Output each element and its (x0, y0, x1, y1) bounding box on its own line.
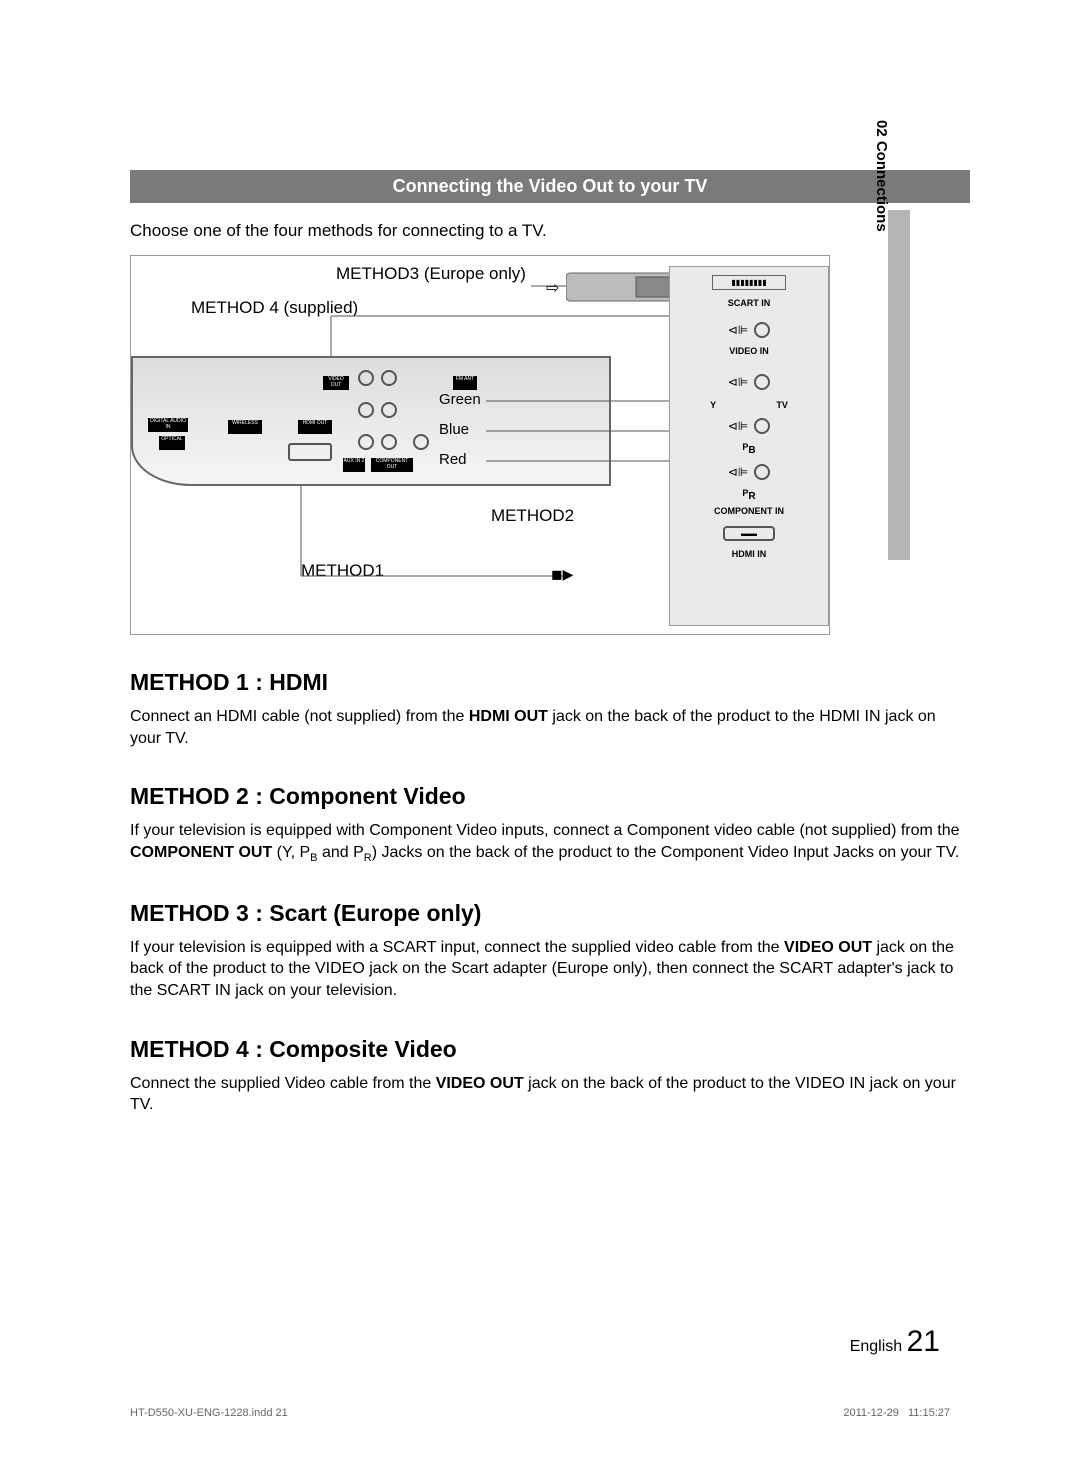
thumb-index-bar (888, 210, 910, 560)
tv-component-in-label: COMPONENT IN (670, 506, 828, 516)
label-red: Red (439, 451, 467, 468)
device-rear-panel: VIDEO OUT DIGITAL AUDIO IN OPTICAL WIREL… (131, 356, 611, 486)
intro-text: Choose one of the four methods for conne… (130, 221, 970, 241)
tv-y-label: Y (710, 400, 716, 410)
method2-label: METHOD2 (491, 506, 574, 526)
method3-text: If your television is equipped with a SC… (130, 937, 970, 1002)
scart-adapter-icon (566, 268, 686, 308)
port-fm-ant: FM ANT (453, 376, 477, 390)
tv-tv-label: TV (776, 400, 788, 410)
tv-video-in-label: VIDEO IN (670, 346, 828, 356)
port-component-out: COMPONENT OUT (371, 458, 413, 472)
port-aux-in2: AUX IN 2 (343, 458, 365, 472)
method2-title: METHOD 2 : Component Video (130, 783, 970, 810)
connection-diagram: METHOD3 (Europe only) METHOD 4 (supplied… (130, 255, 830, 635)
port-video-out: VIDEO OUT (323, 376, 349, 390)
tv-input-panel: ▮▮▮▮▮▮▮▮ SCART IN ⊲⊫ VIDEO IN ⊲⊫ Y TV ⊲⊫… (669, 266, 829, 626)
method1-text: Connect an HDMI cable (not supplied) fro… (130, 706, 970, 749)
page-number: English 21 (850, 1325, 940, 1359)
port-hdmi-out: HDMI OUT (298, 420, 332, 434)
method1-title: METHOD 1 : HDMI (130, 669, 970, 696)
plug-icon: ⇨ (546, 278, 559, 298)
port-digital-audio-in: DIGITAL AUDIO IN (148, 418, 188, 432)
indd-filename: HT-D550-XU-ENG-1228.indd 21 (130, 1407, 288, 1419)
method1-label: METHOD1 (301, 561, 384, 581)
tv-hdmi-in-label: HDMI IN (670, 549, 828, 559)
print-footer: HT-D550-XU-ENG-1228.indd 21 2011-12-29 1… (130, 1407, 950, 1419)
label-green: Green (439, 391, 481, 408)
hdmi-plug-icon: ◼▶ (551, 566, 573, 583)
method4-title: METHOD 4 : Composite Video (130, 1036, 970, 1063)
tv-pr-label: PR (670, 488, 828, 502)
port-optical: OPTICAL (159, 436, 185, 450)
port-wireless: WIRELESS (228, 420, 262, 434)
print-timestamp: 2011-12-29 11:15:27 (843, 1407, 950, 1419)
tv-pb-label: PB (670, 442, 828, 456)
method4-label: METHOD 4 (supplied) (191, 298, 358, 318)
method4-text: Connect the supplied Video cable from th… (130, 1073, 970, 1116)
method3-title: METHOD 3 : Scart (Europe only) (130, 900, 970, 927)
label-blue: Blue (439, 421, 469, 438)
tv-scart-in-label: SCART IN (670, 298, 828, 308)
section-banner: Connecting the Video Out to your TV (130, 170, 970, 203)
method2-text: If your television is equipped with Comp… (130, 820, 970, 866)
method3-label: METHOD3 (Europe only) (336, 264, 526, 284)
